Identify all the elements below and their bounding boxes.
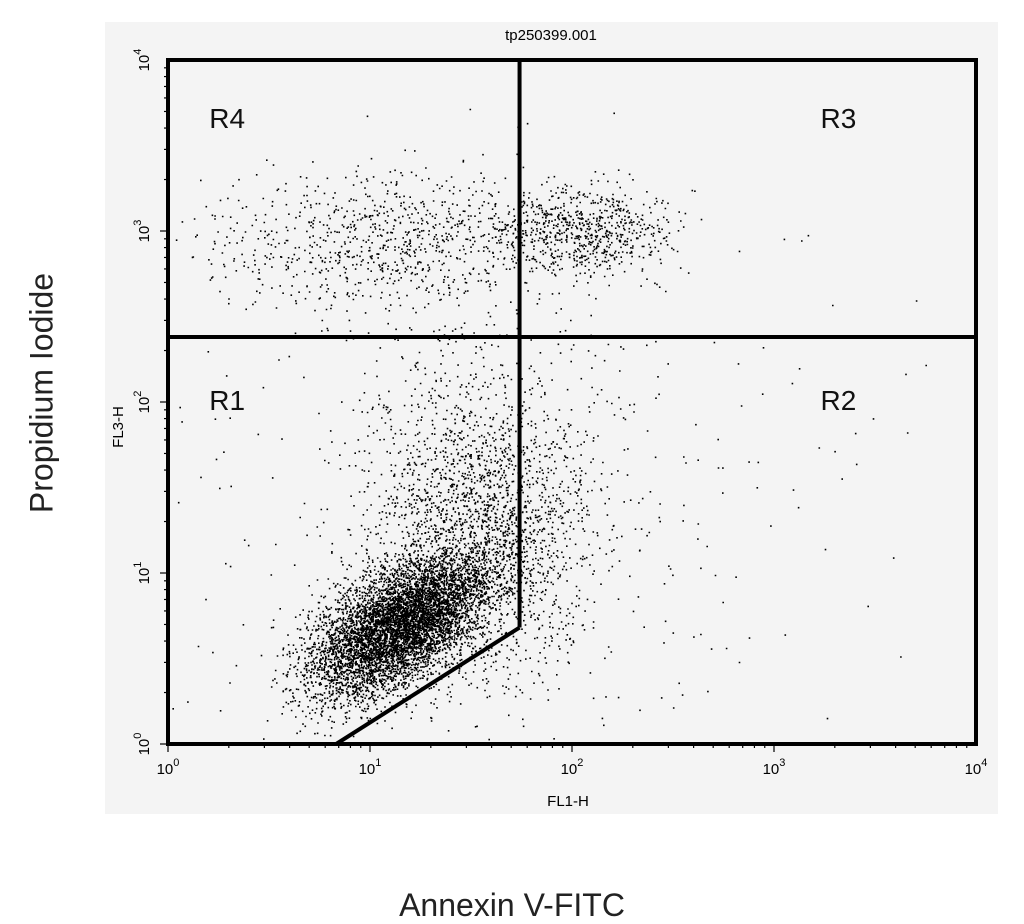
x-tick-label: 104 xyxy=(965,757,988,778)
region-label-r3: R3 xyxy=(821,103,857,134)
region-labels: R4 R3 R1 R2 xyxy=(209,103,856,416)
y-tick-label: 102 xyxy=(132,391,153,414)
y-tick-label: 100 xyxy=(132,733,153,756)
x-tick-label: 101 xyxy=(359,757,382,778)
y-tick-label: 104 xyxy=(132,49,153,72)
x-tick-label: 100 xyxy=(157,757,180,778)
y-axis-label: FL3-H xyxy=(110,406,127,448)
plot-frame: 100 101 102 103 104 100 101 102 103 104 R4 R3 R1 R2 … xyxy=(105,22,998,814)
x-axis-label: FL1-H xyxy=(547,793,589,810)
gate-diagonal-line xyxy=(335,625,521,746)
y-tick-label: 103 xyxy=(132,220,153,243)
region-label-r1: R1 xyxy=(209,385,245,416)
y-axis-title: Propidium Iodide xyxy=(23,272,60,514)
x-tick-label: 103 xyxy=(763,757,786,778)
event-points xyxy=(172,108,927,741)
x-tick-label: 102 xyxy=(561,757,584,778)
y-tick-label: 101 xyxy=(132,562,153,585)
x-axis-title: Annexin V-FITC xyxy=(399,887,625,923)
axis-ticks: 100 101 102 103 104 100 101 102 103 104 xyxy=(132,49,987,778)
region-label-r4: R4 xyxy=(209,103,245,134)
event-dots xyxy=(172,108,927,741)
chart-title: tp250399.001 xyxy=(505,27,597,44)
region-label-r2: R2 xyxy=(821,385,857,416)
